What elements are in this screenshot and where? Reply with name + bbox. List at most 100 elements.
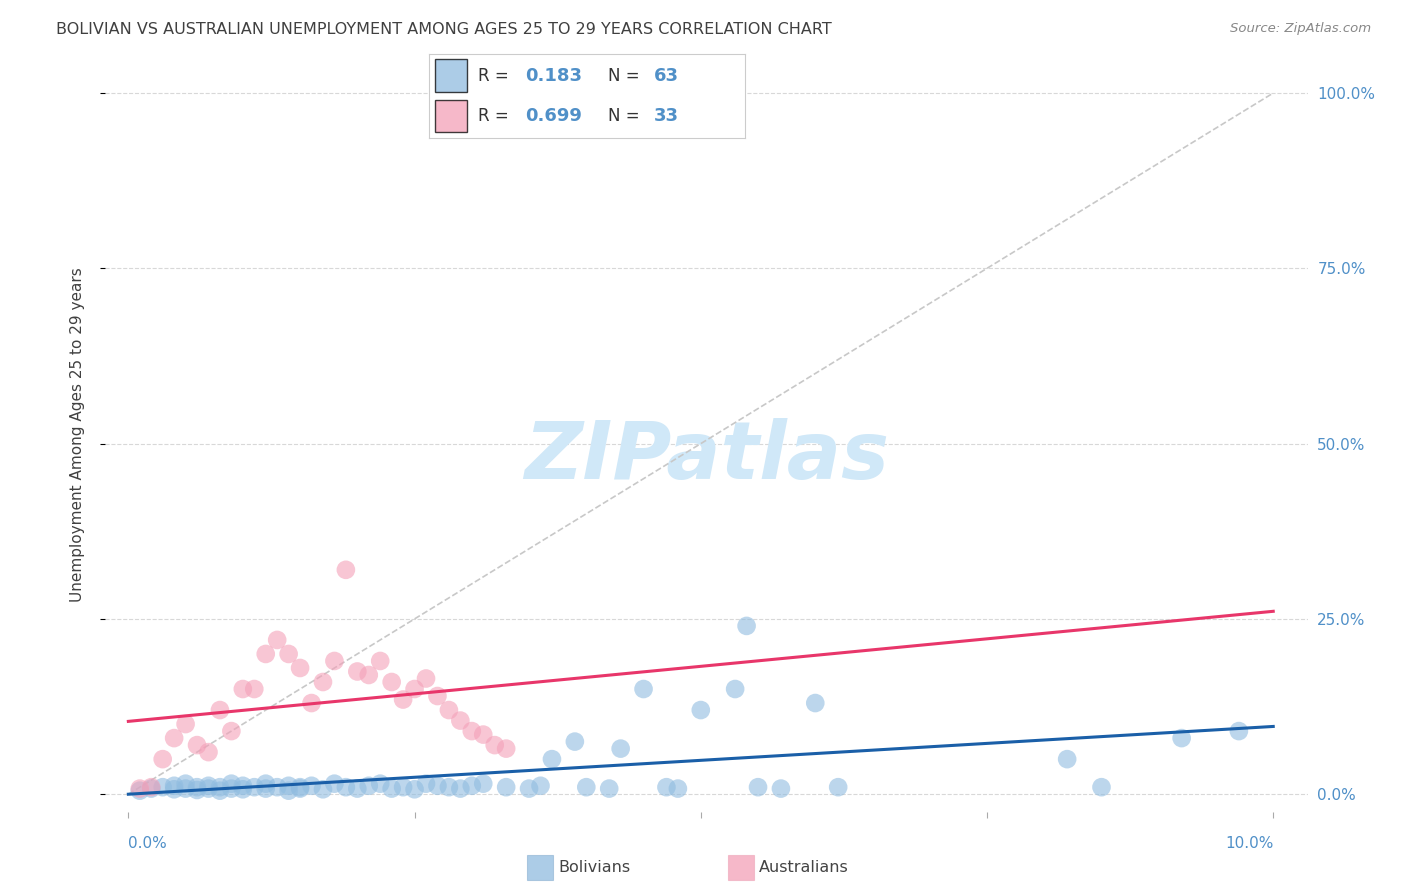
Point [174,777,197,791]
Point [346,781,368,796]
Point [666,781,689,796]
Text: 63: 63 [654,67,679,85]
Point [381,781,404,796]
Point [335,780,357,794]
Point [232,779,254,793]
Point [288,780,311,794]
Point [368,654,391,668]
Point [724,681,747,696]
Text: N =: N = [607,67,640,85]
Point [426,689,449,703]
Point [404,782,426,797]
Point [1170,731,1192,745]
Point [163,779,186,793]
Point [655,780,678,794]
Point [277,647,299,661]
Point [208,780,231,794]
Point [221,777,243,791]
Point [208,703,231,717]
Point [174,781,197,796]
Point [357,668,380,682]
Point [254,781,277,796]
Point [392,780,415,794]
Text: BOLIVIAN VS AUSTRALIAN UNEMPLOYMENT AMONG AGES 25 TO 29 YEARS CORRELATION CHART: BOLIVIAN VS AUSTRALIAN UNEMPLOYMENT AMON… [56,22,832,37]
Point [266,632,288,647]
Point [449,714,471,728]
Point [735,619,758,633]
Point [564,734,586,748]
Point [437,703,460,717]
Point [633,681,655,696]
Point [335,563,357,577]
Point [1056,752,1078,766]
Point [128,781,150,796]
Point [152,780,174,794]
Point [186,738,208,752]
Point [689,703,711,717]
Point [312,782,335,797]
Text: Bolivians: Bolivians [558,860,630,874]
Point [1227,724,1250,739]
Text: Source: ZipAtlas.com: Source: ZipAtlas.com [1230,22,1371,36]
Text: 10.0%: 10.0% [1225,837,1274,851]
Point [609,741,631,756]
Y-axis label: Unemployment Among Ages 25 to 29 years: Unemployment Among Ages 25 to 29 years [70,268,84,602]
Text: 0.699: 0.699 [526,107,582,125]
Point [163,782,186,797]
Text: R =: R = [478,107,509,125]
Point [827,780,849,794]
Point [357,779,380,793]
Point [804,696,827,710]
Point [461,779,484,793]
Point [152,752,174,766]
Point [495,741,517,756]
Text: 0.183: 0.183 [526,67,582,85]
Text: 0.0%: 0.0% [128,837,167,851]
Point [529,779,551,793]
Point [484,738,506,752]
Point [769,781,792,796]
FancyBboxPatch shape [436,60,467,92]
Point [415,777,437,791]
Point [449,781,471,796]
Point [174,717,197,731]
Point [277,779,299,793]
Point [437,780,460,794]
Point [426,779,449,793]
Point [186,783,208,797]
Point [404,681,426,696]
Point [301,696,323,710]
Point [368,777,391,791]
Point [381,675,404,690]
Text: 33: 33 [654,107,679,125]
Point [243,780,266,794]
Point [541,752,564,766]
Point [495,780,517,794]
Point [197,745,219,759]
Point [197,781,219,796]
Point [415,672,437,686]
Point [208,783,231,797]
Point [392,692,415,706]
Point [128,783,150,797]
Point [598,781,620,796]
Point [221,724,243,739]
Text: N =: N = [607,107,640,125]
Point [288,781,311,796]
FancyBboxPatch shape [436,100,467,132]
Point [747,780,769,794]
Point [163,731,186,745]
Point [472,777,495,791]
Point [1090,780,1112,794]
Point [254,647,277,661]
Point [346,665,368,679]
Point [517,781,540,796]
Point [221,781,243,796]
Point [323,654,346,668]
Point [312,675,335,690]
Point [232,681,254,696]
Point [266,780,288,794]
Point [472,728,495,742]
Text: R =: R = [478,67,509,85]
Point [277,783,299,797]
